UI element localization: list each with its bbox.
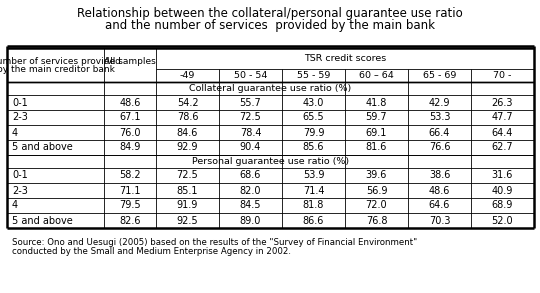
Text: 50 - 54: 50 - 54 — [234, 71, 267, 80]
Text: by the main creditor bank: by the main creditor bank — [0, 65, 114, 74]
Text: 43.0: 43.0 — [303, 98, 324, 108]
Text: 41.8: 41.8 — [366, 98, 387, 108]
Text: 2-3: 2-3 — [12, 113, 28, 122]
Text: 84.9: 84.9 — [119, 142, 141, 152]
Text: 4: 4 — [12, 200, 18, 210]
Text: 5 and above: 5 and above — [12, 215, 73, 226]
Text: Relationship between the collateral/personal guarantee use ratio: Relationship between the collateral/pers… — [77, 6, 463, 20]
Text: 78.6: 78.6 — [177, 113, 198, 122]
Text: 68.9: 68.9 — [492, 200, 513, 210]
Text: 40.9: 40.9 — [492, 185, 513, 195]
Text: 72.5: 72.5 — [177, 171, 198, 180]
Text: 5 and above: 5 and above — [12, 142, 73, 152]
Text: 91.9: 91.9 — [177, 200, 198, 210]
Text: Source: Ono and Uesugi (2005) based on the results of the "Survey of Financial E: Source: Ono and Uesugi (2005) based on t… — [12, 238, 417, 247]
Text: 65.5: 65.5 — [303, 113, 325, 122]
Text: 84.6: 84.6 — [177, 127, 198, 137]
Text: 84.5: 84.5 — [240, 200, 261, 210]
Text: 71.1: 71.1 — [119, 185, 141, 195]
Text: 86.6: 86.6 — [303, 215, 324, 226]
Text: 82.0: 82.0 — [240, 185, 261, 195]
Text: 4: 4 — [12, 127, 18, 137]
Text: 90.4: 90.4 — [240, 142, 261, 152]
Text: 78.4: 78.4 — [240, 127, 261, 137]
Text: 79.5: 79.5 — [119, 200, 141, 210]
Text: 56.9: 56.9 — [366, 185, 387, 195]
Text: 64.4: 64.4 — [492, 127, 513, 137]
Text: 31.6: 31.6 — [492, 171, 513, 180]
Text: 53.3: 53.3 — [429, 113, 450, 122]
Text: 55.7: 55.7 — [240, 98, 261, 108]
Text: 0-1: 0-1 — [12, 171, 28, 180]
Text: 48.6: 48.6 — [119, 98, 141, 108]
Text: 54.2: 54.2 — [177, 98, 198, 108]
Text: 82.6: 82.6 — [119, 215, 141, 226]
Text: 85.1: 85.1 — [177, 185, 198, 195]
Text: 58.2: 58.2 — [119, 171, 141, 180]
Text: 76.6: 76.6 — [429, 142, 450, 152]
Text: All samples: All samples — [104, 57, 156, 66]
Text: 39.6: 39.6 — [366, 171, 387, 180]
Text: 68.6: 68.6 — [240, 171, 261, 180]
Text: 92.9: 92.9 — [177, 142, 198, 152]
Text: 26.3: 26.3 — [492, 98, 513, 108]
Text: 69.1: 69.1 — [366, 127, 387, 137]
Text: 53.9: 53.9 — [303, 171, 324, 180]
Text: 42.9: 42.9 — [429, 98, 450, 108]
Text: conducted by the Small and Medium Enterprise Agency in 2002.: conducted by the Small and Medium Enterp… — [12, 247, 291, 256]
Text: 66.4: 66.4 — [429, 127, 450, 137]
Text: 81.6: 81.6 — [366, 142, 387, 152]
Text: Personal guarantee use ratio (%): Personal guarantee use ratio (%) — [192, 157, 349, 166]
Text: 65 - 69: 65 - 69 — [423, 71, 456, 80]
Text: 48.6: 48.6 — [429, 185, 450, 195]
Text: -49: -49 — [180, 71, 195, 80]
Text: 0-1: 0-1 — [12, 98, 28, 108]
Text: 52.0: 52.0 — [492, 215, 514, 226]
Text: 72.0: 72.0 — [366, 200, 387, 210]
Text: Collateral guarantee use ratio (%): Collateral guarantee use ratio (%) — [190, 84, 352, 93]
Text: Number of services provided: Number of services provided — [0, 57, 121, 66]
Text: 92.5: 92.5 — [177, 215, 198, 226]
Text: 70.3: 70.3 — [429, 215, 450, 226]
Text: 47.7: 47.7 — [492, 113, 514, 122]
Text: 81.8: 81.8 — [303, 200, 324, 210]
Text: 72.5: 72.5 — [240, 113, 261, 122]
Text: 89.0: 89.0 — [240, 215, 261, 226]
Text: 2-3: 2-3 — [12, 185, 28, 195]
Text: 62.7: 62.7 — [492, 142, 514, 152]
Text: 71.4: 71.4 — [303, 185, 324, 195]
Text: 67.1: 67.1 — [119, 113, 141, 122]
Text: and the number of services  provided by the main bank: and the number of services provided by t… — [105, 20, 435, 33]
Text: 79.9: 79.9 — [303, 127, 324, 137]
Text: 59.7: 59.7 — [366, 113, 387, 122]
Text: 38.6: 38.6 — [429, 171, 450, 180]
Text: 55 - 59: 55 - 59 — [297, 71, 330, 80]
Text: 85.6: 85.6 — [303, 142, 324, 152]
Text: 76.0: 76.0 — [119, 127, 141, 137]
Text: 70 -: 70 - — [494, 71, 512, 80]
Text: 60 – 64: 60 – 64 — [359, 71, 394, 80]
Text: TSR credit scores: TSR credit scores — [304, 54, 386, 63]
Text: 76.8: 76.8 — [366, 215, 387, 226]
Text: 64.6: 64.6 — [429, 200, 450, 210]
